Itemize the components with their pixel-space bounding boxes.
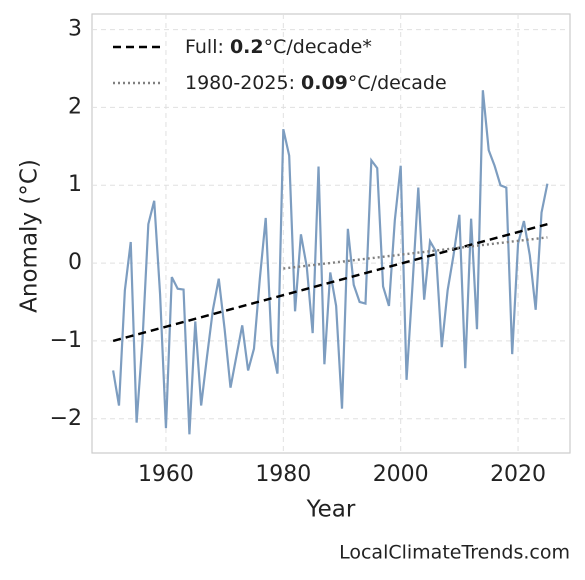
legend-label-part: Full: [185, 36, 230, 58]
y-tick-label: −1 [50, 328, 82, 353]
x-axis-label: Year [306, 497, 356, 523]
legend-label-part: °C/decade* [264, 36, 372, 58]
x-tick-label: 2020 [490, 462, 546, 487]
y-tick-label: 2 [68, 94, 82, 119]
footer: LocalClimateTrends.com [339, 542, 570, 564]
legend-label-part: 0.2 [230, 36, 264, 58]
y-tick-label: −2 [50, 406, 82, 431]
x-tick-label: 1980 [255, 462, 311, 487]
legend-label: 1980-2025: 0.09°C/decade [185, 72, 447, 94]
legend-label-part: 0.09 [301, 72, 348, 94]
data-line [112, 90, 549, 435]
legend-label-part: °C/decade [348, 72, 447, 94]
y-tick-label: 3 [68, 17, 82, 42]
x-tick-label: 2000 [373, 462, 429, 487]
legend-label: Full: 0.2°C/decade* [185, 36, 372, 58]
trend-line [112, 223, 548, 343]
y-axis-label: Anomaly (°C) [17, 159, 43, 313]
legend-label-part: 1980-2025: [185, 72, 301, 94]
trend-line [283, 236, 548, 270]
y-tick-label: 0 [68, 250, 82, 275]
x-tick-label: 1960 [138, 462, 194, 487]
plot-frame [91, 13, 571, 454]
y-tick-label: 1 [68, 172, 82, 197]
